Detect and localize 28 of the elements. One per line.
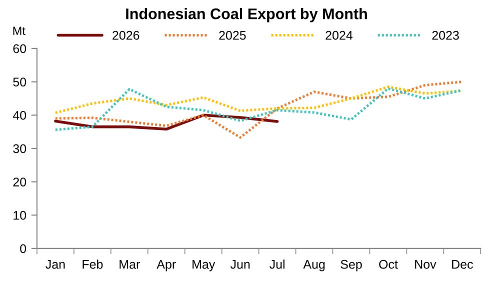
chart-title: Indonesian Coal Export by Month (126, 8, 367, 22)
legend-label: 2023 (432, 30, 459, 40)
x-tick-label: Jul (270, 260, 284, 269)
legend-label: 2026 (112, 30, 140, 40)
legend-label: 2024 (326, 30, 353, 40)
y-tick-label: 0 (20, 244, 26, 254)
line-series (54, 80, 464, 139)
line-series (54, 87, 464, 132)
x-tick-label: Mar (120, 260, 140, 269)
y-tick-label: 40 (12, 110, 26, 120)
line-series (54, 86, 464, 114)
x-tick-label: Oct (379, 260, 398, 269)
y-tick-label: 60 (13, 44, 26, 54)
x-tick-label: Feb (82, 260, 103, 269)
x-tick-label: Nov (415, 260, 436, 269)
x-tick-label: Jan (46, 260, 65, 269)
x-tick-label: Jun (230, 260, 250, 269)
x-tick-label: May (192, 260, 216, 272)
y-tick-label: 50 (13, 78, 26, 86)
x-tick-label: Dec (452, 260, 473, 269)
legend-label: 2025 (219, 30, 246, 40)
x-tick-label: Sep (340, 260, 362, 272)
x-tick-label: Apr (156, 260, 176, 272)
y-tick-label: 10 (14, 210, 26, 220)
y-tick-label: 20 (13, 178, 26, 186)
y-axis-title: Mt (13, 26, 26, 35)
x-tick-label: Aug (303, 260, 325, 272)
y-tick-label: 30 (13, 144, 26, 154)
